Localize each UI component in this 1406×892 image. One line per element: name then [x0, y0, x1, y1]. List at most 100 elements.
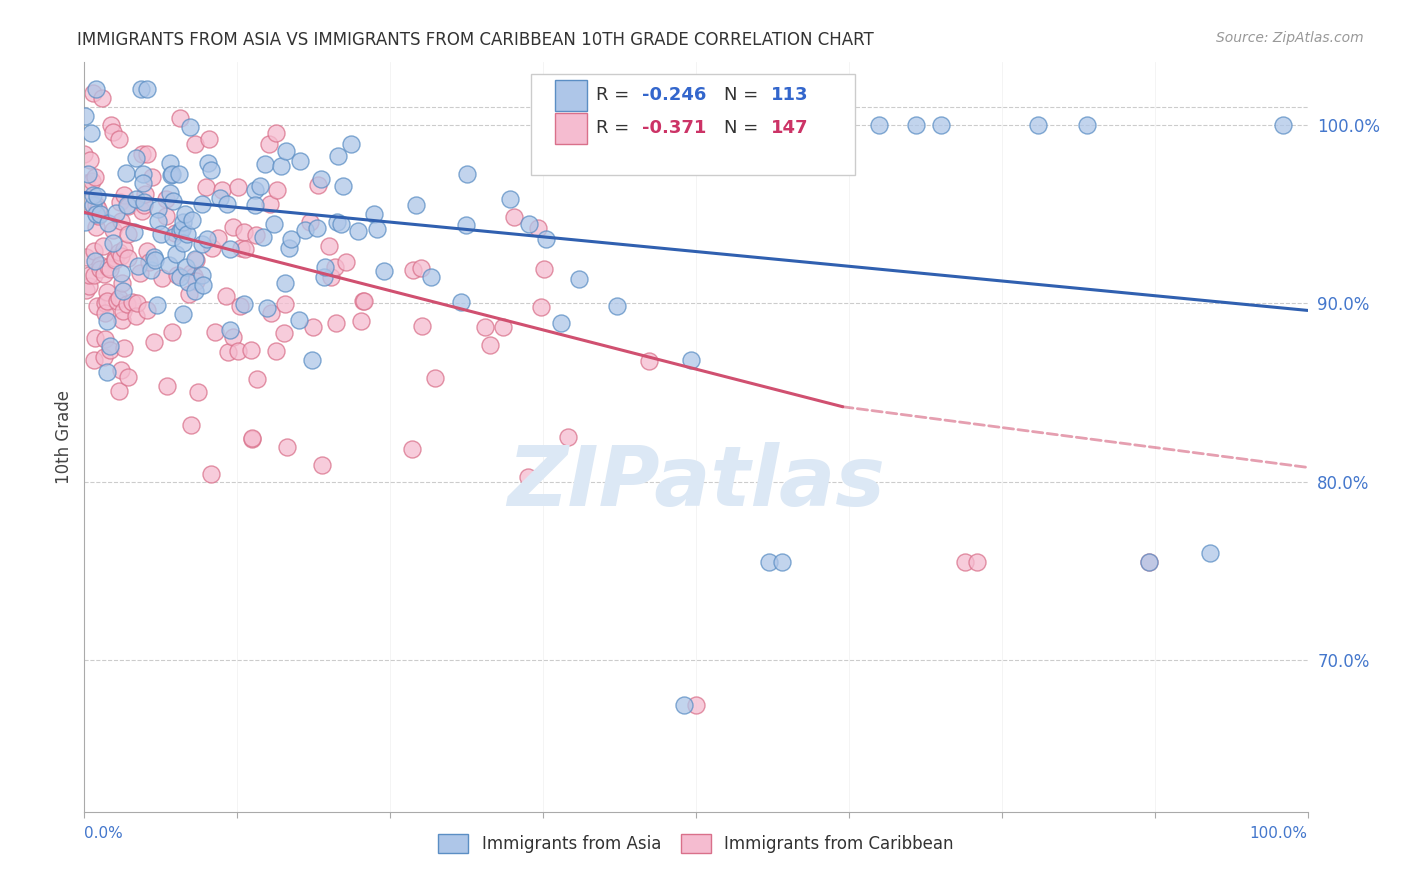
- Point: [103, 125, 125, 139]
- Point: [276, 144, 298, 158]
- Point: [263, 217, 285, 231]
- Point: [98, 343, 121, 357]
- Point: [157, 259, 180, 273]
- Point: [1137, 555, 1160, 569]
- Point: [204, 325, 226, 339]
- Point: [219, 323, 242, 337]
- Point: [550, 316, 572, 330]
- Point: [149, 227, 172, 241]
- Point: [134, 186, 156, 201]
- Point: [97, 216, 120, 230]
- Point: [226, 179, 249, 194]
- Point: [517, 470, 540, 484]
- Point: [519, 217, 541, 231]
- Text: N =: N =: [724, 87, 763, 104]
- Text: 147: 147: [770, 120, 808, 137]
- Point: [326, 149, 349, 163]
- Point: [105, 206, 128, 220]
- Point: [373, 264, 395, 278]
- Point: [298, 215, 321, 229]
- Point: [245, 227, 267, 242]
- Point: [138, 255, 160, 269]
- Point: [150, 271, 173, 285]
- Point: [129, 82, 152, 96]
- Point: [104, 253, 127, 268]
- Point: [110, 267, 132, 281]
- Point: [117, 199, 139, 213]
- Point: [142, 251, 165, 265]
- Point: [606, 299, 628, 313]
- Point: [111, 304, 134, 318]
- Point: [231, 240, 253, 254]
- Point: [527, 221, 550, 235]
- Point: [966, 555, 988, 569]
- Point: [165, 226, 187, 240]
- Point: [184, 252, 207, 266]
- Point: [198, 132, 221, 146]
- Point: [197, 155, 219, 169]
- Point: [1028, 118, 1050, 132]
- Point: [685, 698, 707, 712]
- Point: [156, 379, 179, 393]
- Point: [180, 266, 202, 280]
- Point: [366, 222, 388, 236]
- Point: [125, 151, 148, 165]
- Point: [115, 166, 138, 180]
- Point: [314, 260, 336, 275]
- Point: [195, 179, 218, 194]
- Point: [134, 195, 156, 210]
- Point: [82, 86, 104, 100]
- Point: [83, 244, 105, 258]
- Point: [409, 261, 432, 276]
- Point: [166, 268, 188, 283]
- Point: [169, 270, 191, 285]
- Text: R =: R =: [596, 87, 634, 104]
- Point: [347, 224, 370, 238]
- Point: [318, 239, 340, 253]
- Text: N =: N =: [724, 120, 763, 137]
- Point: [219, 242, 242, 256]
- Point: [1272, 118, 1295, 132]
- Point: [402, 263, 425, 277]
- Point: [180, 418, 202, 433]
- Point: [111, 284, 134, 298]
- Point: [249, 179, 271, 194]
- Point: [217, 345, 239, 359]
- Point: [111, 313, 134, 327]
- Point: [270, 159, 292, 173]
- Point: [131, 203, 153, 218]
- Point: [208, 191, 231, 205]
- Point: [84, 220, 107, 235]
- Point: [179, 120, 201, 135]
- Point: [162, 229, 184, 244]
- Point: [953, 555, 976, 569]
- Point: [132, 167, 155, 181]
- Point: [869, 118, 891, 132]
- Point: [530, 300, 553, 314]
- Point: [125, 309, 148, 323]
- Point: [94, 306, 117, 320]
- Point: [176, 275, 198, 289]
- Point: [112, 242, 135, 256]
- Point: [80, 126, 103, 140]
- Point: [172, 221, 194, 235]
- Point: [169, 223, 191, 237]
- Point: [191, 277, 214, 292]
- Point: [326, 215, 349, 229]
- Point: [108, 194, 131, 209]
- Point: [135, 82, 157, 96]
- Point: [246, 372, 269, 386]
- Point: [91, 239, 114, 253]
- Point: [492, 320, 515, 334]
- Point: [107, 291, 129, 305]
- Point: [191, 237, 214, 252]
- Point: [162, 194, 184, 208]
- Point: [160, 167, 183, 181]
- Point: [110, 362, 132, 376]
- Point: [84, 170, 107, 185]
- Point: [217, 196, 239, 211]
- Text: -0.246: -0.246: [643, 87, 707, 104]
- Point: [222, 220, 245, 235]
- Point: [96, 285, 118, 299]
- Point: [183, 285, 205, 299]
